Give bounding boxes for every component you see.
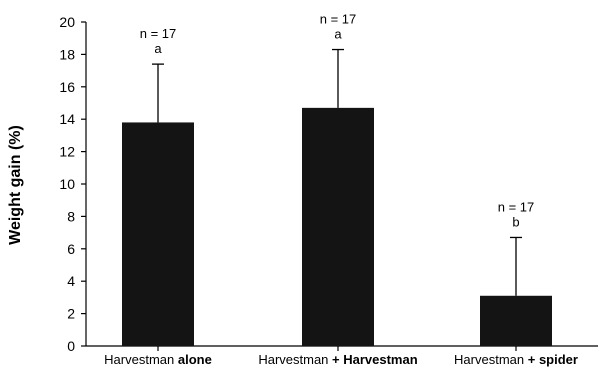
- y-tick-label: 12: [59, 144, 75, 160]
- bar: [302, 107, 374, 346]
- bar: [480, 295, 552, 346]
- category-label-prefix: Harvestman: [454, 352, 528, 367]
- sample-size-label: n = 17: [140, 26, 177, 41]
- y-tick-label: 4: [67, 273, 75, 289]
- y-tick-label: 14: [59, 111, 75, 127]
- category-label-prefix: Harvestman: [258, 352, 332, 367]
- category-label: Harvestman alone: [104, 352, 212, 367]
- category-label-emphasis: + spider: [528, 352, 578, 367]
- sample-size-label: n = 17: [320, 12, 357, 27]
- category-labels: Harvestman alone Harvestman + Harvestman H…: [104, 352, 578, 367]
- y-tick-label: 18: [59, 46, 75, 62]
- category-label-emphasis: + Harvestman: [332, 352, 418, 367]
- bar: [122, 122, 194, 346]
- category-label: Harvestman + spider: [454, 352, 578, 367]
- y-tick-label: 16: [59, 79, 75, 95]
- sample-size-label: n = 17: [498, 199, 535, 214]
- y-tick-label: 20: [59, 14, 75, 30]
- y-tick-label: 2: [67, 306, 75, 322]
- category-label-emphasis: alone: [178, 352, 212, 367]
- y-axis-label: Weight gain (%): [7, 125, 24, 245]
- significance-letter: a: [154, 41, 162, 56]
- significance-letter: b: [512, 214, 519, 229]
- y-tick-label: 10: [59, 176, 75, 192]
- y-tick-label: 0: [67, 338, 75, 354]
- bars: [122, 107, 552, 346]
- axes: 0 2 4 6 8 10 12 14 16 18 20: [59, 14, 598, 354]
- category-label-prefix: Harvestman: [104, 352, 178, 367]
- significance-letter: a: [334, 27, 342, 42]
- y-tick-label: 8: [67, 208, 75, 224]
- category-label: Harvestman + Harvestman: [258, 352, 417, 367]
- y-tick-label: 6: [67, 241, 75, 257]
- error-bars: [152, 48, 522, 296]
